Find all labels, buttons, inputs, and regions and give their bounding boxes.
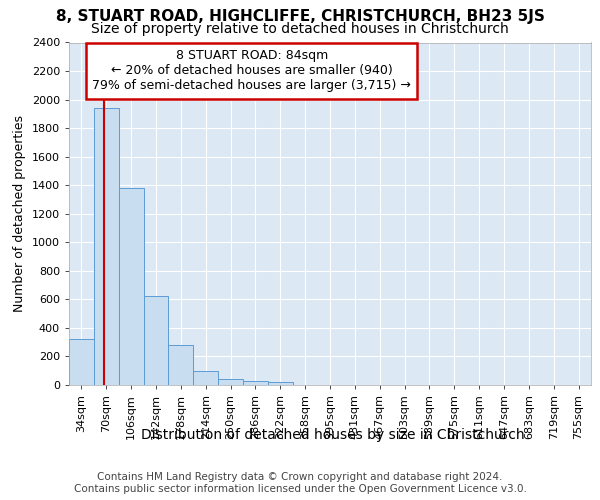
Bar (143, 296, 169, 385)
Bar (218, 378, 243, 385)
Bar (94, 108, 119, 385)
Text: Contains public sector information licensed under the Open Government Licence v3: Contains public sector information licen… (74, 484, 526, 494)
Bar (268, 382, 293, 385)
Text: Distribution of detached houses by size in Christchurch: Distribution of detached houses by size … (141, 428, 525, 442)
Bar (169, 345, 193, 385)
Bar (69, 340, 94, 385)
Text: Contains HM Land Registry data © Crown copyright and database right 2024.: Contains HM Land Registry data © Crown c… (97, 472, 503, 482)
Text: 8 STUART ROAD: 84sqm
← 20% of detached houses are smaller (940)
79% of semi-deta: 8 STUART ROAD: 84sqm ← 20% of detached h… (92, 50, 411, 92)
Y-axis label: Number of detached properties: Number of detached properties (13, 116, 26, 312)
Bar (119, 188, 143, 385)
Bar (193, 372, 218, 385)
Text: Size of property relative to detached houses in Christchurch: Size of property relative to detached ho… (91, 22, 509, 36)
Bar (243, 380, 268, 385)
Text: 8, STUART ROAD, HIGHCLIFFE, CHRISTCHURCH, BH23 5JS: 8, STUART ROAD, HIGHCLIFFE, CHRISTCHURCH… (56, 9, 544, 24)
